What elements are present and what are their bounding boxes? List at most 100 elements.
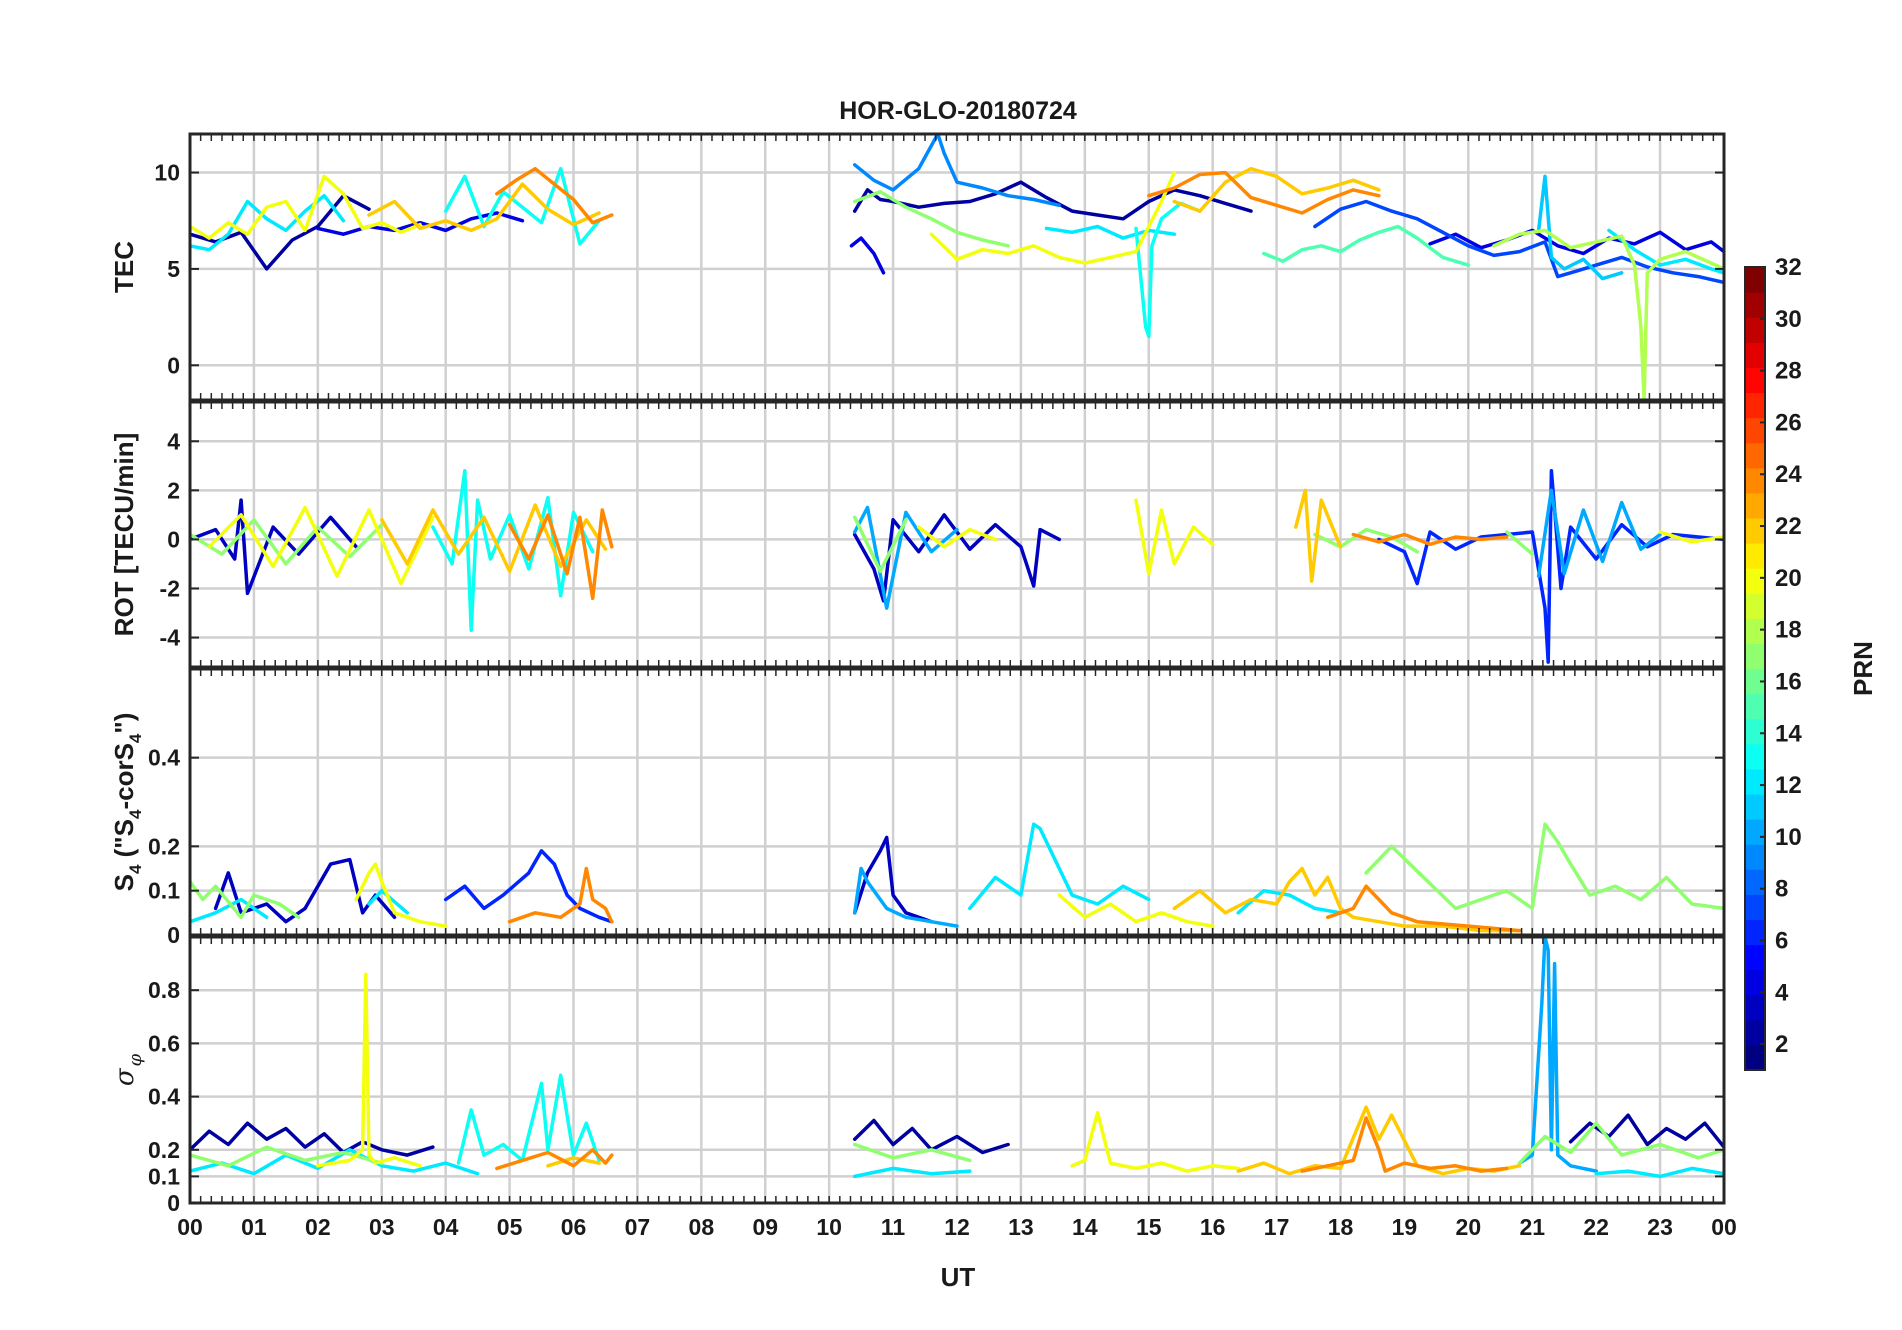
colorbar-tick-label: 6: [1775, 927, 1788, 954]
xtick-label: 04: [433, 1214, 459, 1240]
panel-rot-ylabel: ROT [TECU/min]: [109, 433, 139, 637]
xtick-label: 06: [561, 1214, 587, 1240]
series-s4-prn-17: [190, 822, 1724, 920]
colorbar-tick-label: 14: [1775, 720, 1802, 747]
series-s4-prn-24: [507, 866, 1522, 933]
panel-tec-frame: [188, 132, 1726, 402]
series-s4-prn-22: [1172, 866, 1522, 933]
colorbar-tick-label: 24: [1775, 461, 1802, 488]
series-tec-prn-11: [1536, 174, 1624, 281]
series-tec-prn-12: [190, 193, 1724, 275]
series-rot-prn-10: [852, 488, 1662, 610]
xtick-label: 14: [1072, 1214, 1098, 1240]
colorbar-tick-label: 32: [1775, 254, 1802, 281]
panel-tec-ytick-label: 10: [154, 160, 180, 186]
panel-s4-ytick-label: 0.2: [148, 833, 180, 859]
series-tec-prn-17: [852, 190, 1010, 248]
panel-sigma-ylabel: σφ: [110, 1053, 146, 1086]
panel-s4-series: [190, 822, 1724, 933]
xtick-label: 11: [881, 1214, 906, 1240]
colorbar-segment: [1745, 994, 1765, 1021]
xtick-label: 07: [625, 1214, 651, 1240]
colorbar-segment: [1745, 969, 1765, 996]
panel-tec-series: [190, 134, 1724, 400]
panel-rot-ytick-label: 2: [167, 477, 180, 503]
colorbar-segment: [1745, 944, 1765, 971]
xtick-label: 12: [944, 1214, 970, 1240]
series-rot-prn-6: [1377, 468, 1724, 664]
panel-rot: -4 -2 0 2 4 ROT [TECU/min]: [109, 400, 1726, 669]
panel-sigma-series: [190, 937, 1724, 1179]
colorbar-segment: [1745, 517, 1765, 544]
colorbar-tick-label: 30: [1775, 306, 1802, 333]
colorbar-segment: [1745, 267, 1765, 293]
colorbar-tick-label: 26: [1775, 409, 1802, 436]
series-rot-prn-20: [207, 498, 1724, 586]
panel-s4-ytick-label: 0.1: [148, 878, 180, 904]
colorbar-segment: [1745, 442, 1765, 469]
colorbar-segment: [1745, 693, 1765, 720]
colorbar-tick-label: 28: [1775, 358, 1802, 385]
xtick-label: 03: [369, 1214, 395, 1240]
xtick-label: 15: [1136, 1214, 1162, 1240]
colorbar-segment: [1745, 643, 1765, 670]
panel-tec-ytick-label: 0: [167, 352, 180, 378]
panel-tec-ytick-label: 5: [167, 256, 180, 282]
colorbar-tick-label: 2: [1775, 1031, 1788, 1058]
colorbar-segment: [1745, 743, 1765, 770]
series-rot-prn-17: [190, 515, 1535, 574]
panel-sigma: 00.10.2 0.4 0.6 0.8 σφ 00 01 02 03 04 05 06 07 08 09 10…: [110, 935, 1737, 1240]
colorbar-segment: [1745, 492, 1765, 519]
xtick-label: 23: [1647, 1214, 1673, 1240]
x-axis-label: UT: [941, 1262, 976, 1292]
panel-s4-ytick-label: 0: [167, 922, 180, 948]
colorbar-segment: [1745, 668, 1765, 695]
panel-s4-ytick-label: 0.4: [148, 745, 180, 771]
series-s4-prn-6: [443, 849, 614, 924]
xtick-label: 20: [1456, 1214, 1482, 1240]
panel-tec-ylabel: TEC: [109, 241, 139, 293]
colorbar-segment: [1745, 543, 1765, 569]
series-tec-prn-9: [852, 134, 1062, 208]
colorbar-segment: [1745, 618, 1765, 645]
panel-sigma-ytick-label: 0.4: [148, 1084, 180, 1110]
series-s4-prn-12: [190, 822, 1343, 924]
xtick-label: 05: [497, 1214, 523, 1240]
xtick-label: 19: [1392, 1214, 1418, 1240]
colorbar-label: PRN: [1848, 641, 1878, 696]
colorbar-segment: [1745, 342, 1765, 368]
series-sigma-prn-24: [495, 1116, 1509, 1173]
colorbar-tick-label: 8: [1775, 876, 1788, 903]
series-s4-prn-10: [852, 866, 959, 928]
colorbar-frame: [1744, 266, 1766, 1071]
colorbar-segment: [1745, 568, 1765, 594]
colorbar-segment: [1745, 793, 1765, 820]
series-tec-prn-24: [495, 166, 1381, 225]
series-sigma-prn-2: [190, 1113, 1724, 1157]
colorbar-segment: [1745, 392, 1765, 419]
series-sigma-prn-10: [1517, 937, 1598, 1173]
panel-sigma-ytick-label: 0.1: [148, 1163, 180, 1189]
panel-rot-ytick-label: -4: [160, 625, 181, 651]
colorbar-tick-label: 4: [1775, 979, 1789, 1006]
series-s4-prn-20: [354, 862, 1215, 928]
xtick-label: 17: [1264, 1214, 1290, 1240]
xtick-label: 18: [1328, 1214, 1354, 1240]
panel-sigma-ytick-label: 0.6: [148, 1030, 180, 1056]
colorbar-tick-label: 10: [1775, 824, 1802, 851]
series-rot-prn-24: [507, 508, 1509, 601]
xtick-label: 16: [1200, 1214, 1226, 1240]
colorbar-segment: [1745, 718, 1765, 745]
panel-sigma-ytick-label: 0.2: [148, 1137, 180, 1163]
panel-rot-series: [190, 468, 1724, 664]
colorbar-segment: [1745, 919, 1765, 946]
panel-sigma-ytick-label: 0: [167, 1190, 180, 1216]
series-rot-prn-13: [431, 468, 595, 632]
panel-s4-frame: [188, 667, 1726, 937]
colorbar-tick-label: 12: [1775, 772, 1802, 799]
colorbar-segment: [1745, 1019, 1765, 1046]
colorbar-tick-label: 22: [1775, 513, 1802, 540]
colorbar-tick-label: 20: [1775, 565, 1802, 592]
